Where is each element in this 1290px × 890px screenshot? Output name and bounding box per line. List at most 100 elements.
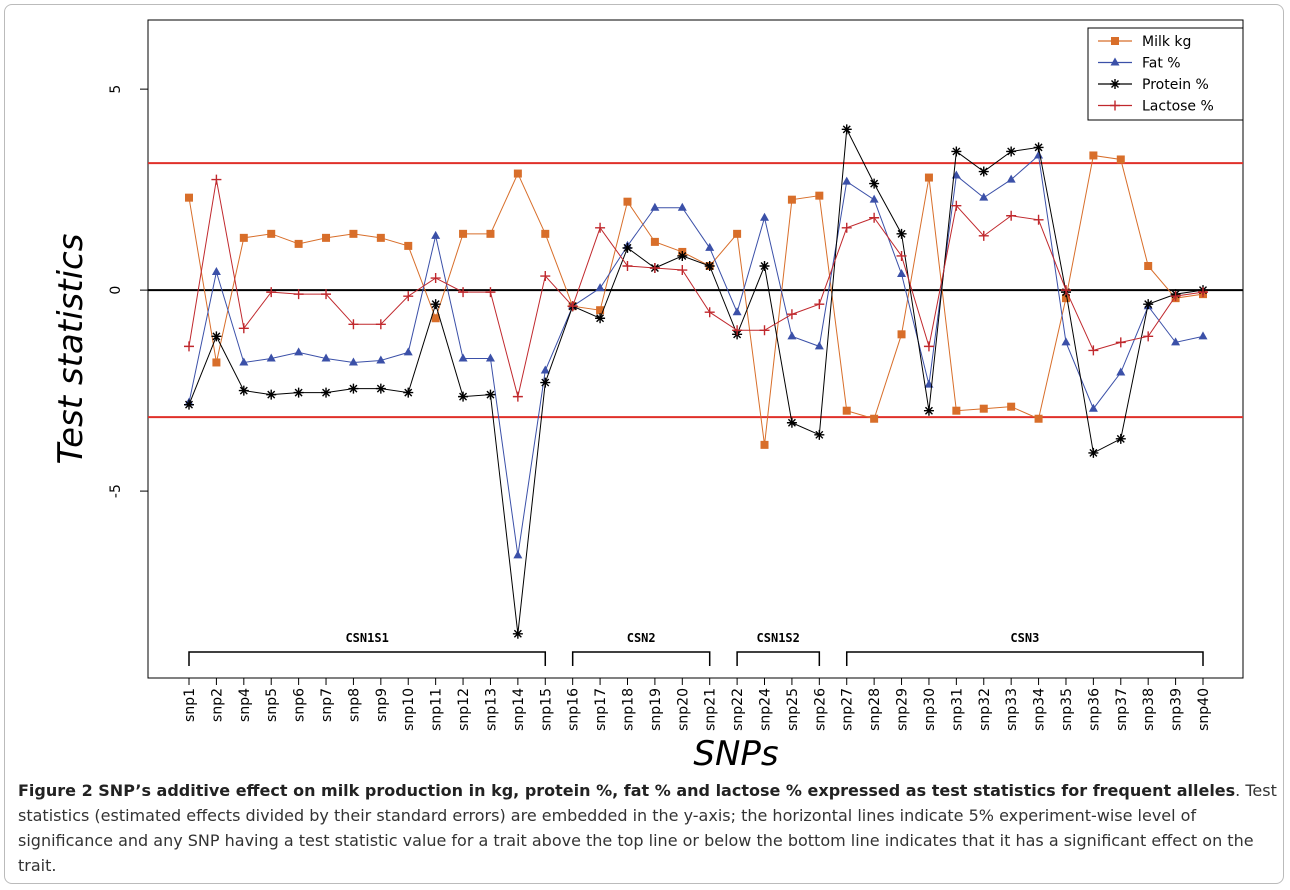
data-point: [211, 331, 222, 342]
data-point: [513, 169, 522, 178]
legend-label: Fat %: [1142, 56, 1181, 72]
x-tick-label: snp27: [840, 688, 856, 731]
data-point: [815, 191, 824, 200]
data-point: [1143, 299, 1154, 310]
x-tick-label: snp33: [1004, 688, 1020, 731]
data-point: [375, 383, 386, 394]
data-point: [485, 389, 496, 400]
data-point: [1033, 142, 1044, 153]
data-point: [1034, 150, 1044, 159]
data-point: [348, 383, 359, 394]
series-line: [188, 127, 1204, 634]
data-point: [458, 287, 469, 298]
series-line: [188, 154, 1204, 445]
data-point: [430, 273, 441, 284]
x-tick-label: snp1: [182, 688, 198, 722]
data-point: [238, 385, 249, 396]
data-point: [595, 313, 606, 324]
x-tick-label: snp24: [758, 688, 774, 731]
data-point: [677, 265, 688, 276]
x-tick-label: snp39: [1169, 688, 1185, 731]
data-point: [870, 414, 879, 423]
data-point: [540, 365, 550, 374]
data-point: [896, 250, 907, 261]
data-point: [212, 358, 221, 367]
data-point: [814, 341, 824, 350]
data-point: [266, 389, 277, 400]
x-tick-label: snp22: [730, 688, 746, 731]
data-point: [266, 353, 276, 362]
caption-text: . Test statistics (estimated effects div…: [18, 781, 1277, 875]
data-point: [622, 242, 633, 253]
data-point: [787, 195, 796, 204]
data-point: [1088, 403, 1098, 412]
data-point: [760, 212, 770, 221]
data-point: [923, 341, 934, 352]
data-point: [841, 124, 852, 135]
x-tick-label: snp36: [1086, 688, 1102, 731]
y-tick-label: -5: [108, 484, 124, 498]
data-point: [814, 299, 825, 310]
x-tick-label: snp21: [703, 688, 719, 731]
data-point: [403, 347, 413, 356]
data-point: [704, 307, 715, 318]
x-tick-label: snp18: [620, 688, 636, 731]
data-point: [1143, 331, 1154, 342]
x-tick-label: snp34: [1032, 688, 1048, 731]
x-tick-label: snp17: [593, 688, 609, 731]
x-tick-label: snp13: [483, 688, 499, 731]
data-point: [293, 387, 304, 398]
x-tick-label: snp20: [675, 688, 691, 731]
data-point: [1060, 285, 1071, 296]
data-point: [869, 178, 880, 189]
data-point: [486, 229, 495, 238]
data-point: [430, 299, 441, 310]
x-tick-label: snp31: [949, 688, 965, 731]
data-point: [650, 237, 659, 246]
data-point: [759, 325, 770, 336]
data-point: [841, 222, 852, 233]
figure-frame: [4, 4, 1284, 884]
data-point: [869, 212, 880, 223]
x-tick-label: snp26: [812, 688, 828, 731]
data-point: [1061, 294, 1070, 303]
data-point: [485, 353, 495, 362]
data-point: [1088, 345, 1099, 356]
legend-marker: [1111, 37, 1119, 45]
data-point: [595, 283, 605, 292]
group-label: CSN1S1: [345, 631, 388, 645]
data-point: [267, 229, 276, 238]
data-point: [1115, 337, 1126, 348]
data-point: [211, 174, 222, 185]
group-bracket: [188, 651, 547, 666]
data-point: [786, 417, 797, 428]
series-line: [188, 154, 1204, 556]
data-point: [979, 192, 989, 201]
x-tick-label: snp4: [237, 688, 253, 722]
data-point: [1088, 447, 1099, 458]
data-point: [322, 233, 331, 242]
x-tick-label: snp28: [867, 688, 883, 731]
data-point: [650, 202, 660, 211]
data-point: [595, 222, 606, 233]
data-point: [1089, 151, 1098, 160]
group-label: CSN3: [1010, 631, 1039, 645]
data-point: [1033, 214, 1044, 225]
data-point: [979, 404, 988, 413]
data-point: [321, 353, 331, 362]
data-point: [348, 319, 359, 330]
data-point: [459, 229, 468, 238]
data-point: [375, 319, 386, 330]
data-point: [485, 287, 496, 298]
data-point: [787, 331, 797, 340]
data-point: [458, 391, 469, 402]
x-tick-label: snp25: [785, 688, 801, 731]
x-tick-label: snp19: [648, 688, 664, 731]
data-point: [238, 323, 249, 334]
data-point: [1116, 367, 1126, 376]
data-point: [596, 306, 605, 315]
x-tick-label: snp14: [511, 688, 527, 731]
data-point: [842, 406, 851, 415]
data-point: [185, 193, 193, 202]
data-point: [1115, 433, 1126, 444]
